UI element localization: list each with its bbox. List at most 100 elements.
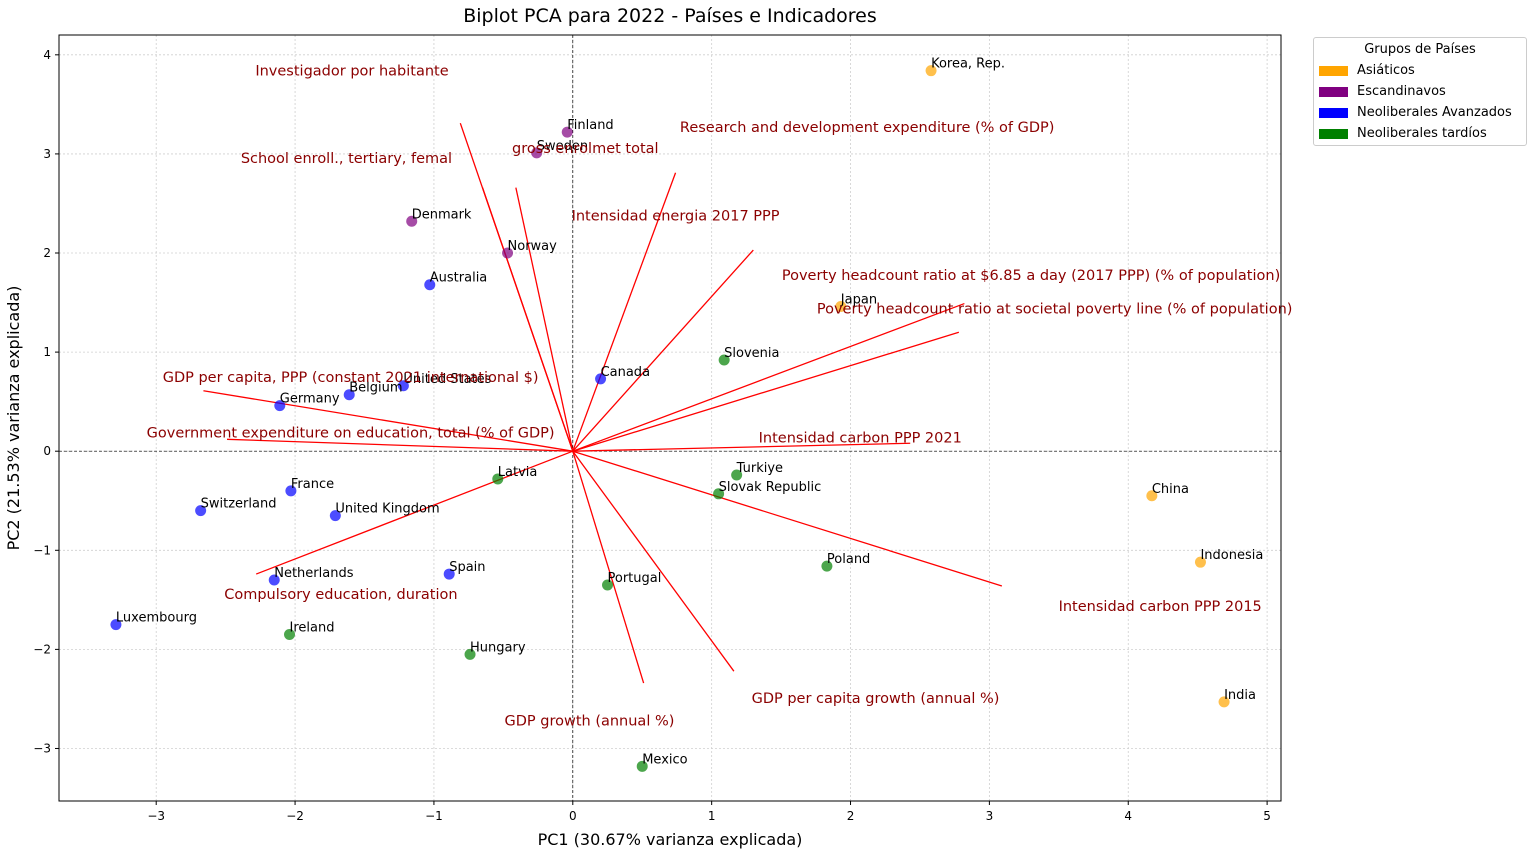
country-label: Belgium	[349, 381, 402, 396]
country-labels: Korea, Rep. Japan China Indonesia India Finla…	[116, 57, 1263, 768]
axis-ticks: −3 −2 −1 0 1 2 3 4 5 −3 −2 −1 0 1 2 3 4	[33, 48, 1271, 823]
loading-label: Poverty headcount ratio at societal pove…	[817, 302, 1293, 318]
x-tick-label: 5	[1263, 809, 1271, 823]
country-label: Australia	[430, 271, 488, 286]
loading-label: Research and development expenditure (% …	[680, 120, 1055, 136]
legend-item-neoliberales-tardios: Neoliberales tardíos	[1314, 123, 1526, 144]
country-label: Denmark	[412, 207, 472, 222]
y-axis-label: PC2 (21.53% varianza explicada)	[4, 286, 23, 551]
country-label: India	[1224, 688, 1256, 703]
legend-item-neoliberales-avanzados: Neoliberales Avanzados	[1314, 102, 1526, 123]
country-label: France	[291, 477, 334, 492]
country-point	[713, 488, 725, 500]
country-point	[424, 279, 436, 291]
loading-vector	[255, 450, 574, 575]
x-tick-label: −3	[147, 809, 165, 823]
plot-frame	[58, 34, 1282, 802]
country-point	[492, 473, 504, 485]
loading-vector	[572, 451, 645, 684]
country-label: Slovenia	[724, 346, 779, 361]
y-tick-label: 4	[43, 48, 51, 62]
country-point	[397, 380, 409, 392]
y-tick-label: 3	[43, 147, 51, 161]
country-point	[1194, 556, 1206, 568]
x-tick-label: 3	[986, 809, 994, 823]
country-point	[329, 510, 341, 522]
country-point	[464, 648, 476, 660]
loading-vector	[515, 187, 574, 452]
country-point	[343, 389, 355, 401]
country-point	[195, 505, 207, 517]
country-point	[268, 574, 280, 586]
x-tick-label: −2	[286, 809, 304, 823]
loading-label: gross enrolmet total	[512, 141, 659, 157]
loading-label: Intensidad carbon PPP 2015	[1059, 599, 1262, 615]
country-point	[406, 215, 418, 227]
x-axis-label: PC1 (30.67% varianza explicada)	[538, 830, 803, 849]
country-point	[835, 301, 847, 313]
legend-item-escandinavos: Escandinavos	[1314, 81, 1526, 102]
country-point	[821, 560, 833, 572]
country-point	[718, 354, 730, 366]
country-label: Luxembourg	[116, 611, 197, 626]
loading-vector	[572, 331, 960, 452]
loading-label: Poverty headcount ratio at $6.85 a day (…	[782, 268, 1280, 284]
loading-vector	[572, 442, 911, 452]
loading-vector	[572, 450, 735, 672]
country-label: Portugal	[608, 571, 662, 586]
legend-swatch	[1319, 107, 1348, 118]
legend-swatch	[1319, 128, 1348, 139]
country-label: Slovak Republic	[719, 480, 822, 495]
country-point	[284, 629, 296, 641]
country-point	[925, 65, 937, 77]
country-point	[636, 760, 648, 772]
country-label: Germany	[280, 392, 340, 407]
legend-swatch	[1319, 86, 1348, 97]
reference-lines	[59, 35, 1281, 801]
y-tick-label: −1	[33, 543, 51, 557]
country-point	[443, 568, 455, 580]
x-tick-label: 4	[1124, 809, 1132, 823]
country-label: China	[1152, 482, 1189, 497]
chart-title: Biplot PCA para 2022 - Países e Indicado…	[463, 5, 877, 27]
legend-title: Grupos de Países	[1364, 42, 1476, 57]
loading-vector	[572, 249, 754, 452]
country-point	[285, 485, 297, 497]
country-point	[602, 579, 614, 591]
loading-vector	[481, 187, 574, 452]
loading-labels: Investigador por habitante gross enrolmet…	[147, 64, 1293, 730]
country-points	[110, 65, 1230, 772]
country-point	[531, 147, 543, 159]
loading-label: GDP growth (annual %)	[505, 714, 675, 730]
legend-label: Asiáticos	[1357, 63, 1415, 78]
country-point	[1146, 490, 1158, 502]
country-point	[274, 400, 286, 412]
loading-vector	[572, 450, 1003, 587]
country-label: Poland	[827, 552, 870, 567]
country-label: Netherlands	[274, 566, 353, 581]
country-label: Korea, Rep.	[931, 57, 1005, 72]
loading-label: Compulsory education, duration	[224, 587, 457, 603]
x-tick-label: −1	[425, 809, 443, 823]
country-label: Indonesia	[1200, 548, 1263, 563]
loading-label: Intensidad carbon PPP 2021	[759, 430, 962, 446]
country-point	[502, 247, 514, 259]
legend-swatch	[1319, 65, 1348, 76]
legend-label: Neoliberales Avanzados	[1357, 105, 1512, 120]
loading-vector	[572, 172, 677, 452]
country-point	[731, 469, 743, 481]
loading-vectors	[203, 122, 1003, 684]
y-tick-label: 0	[43, 444, 51, 458]
legend-item-asiaticos: Asiáticos	[1314, 60, 1526, 81]
country-point	[595, 373, 607, 385]
x-tick-label: 0	[569, 809, 577, 823]
country-label: Japan	[840, 293, 877, 308]
legend: Grupos de Países Asiáticos Escandinavos …	[1313, 37, 1527, 146]
loading-label: Government expenditure on education, tot…	[147, 425, 555, 441]
country-label: Norway	[508, 239, 558, 254]
x-tick-label: 1	[708, 809, 716, 823]
loading-label: GDP per capita growth (annual %)	[752, 691, 1000, 707]
country-label: Turkiye	[736, 461, 783, 476]
y-tick-label: 1	[43, 345, 51, 359]
